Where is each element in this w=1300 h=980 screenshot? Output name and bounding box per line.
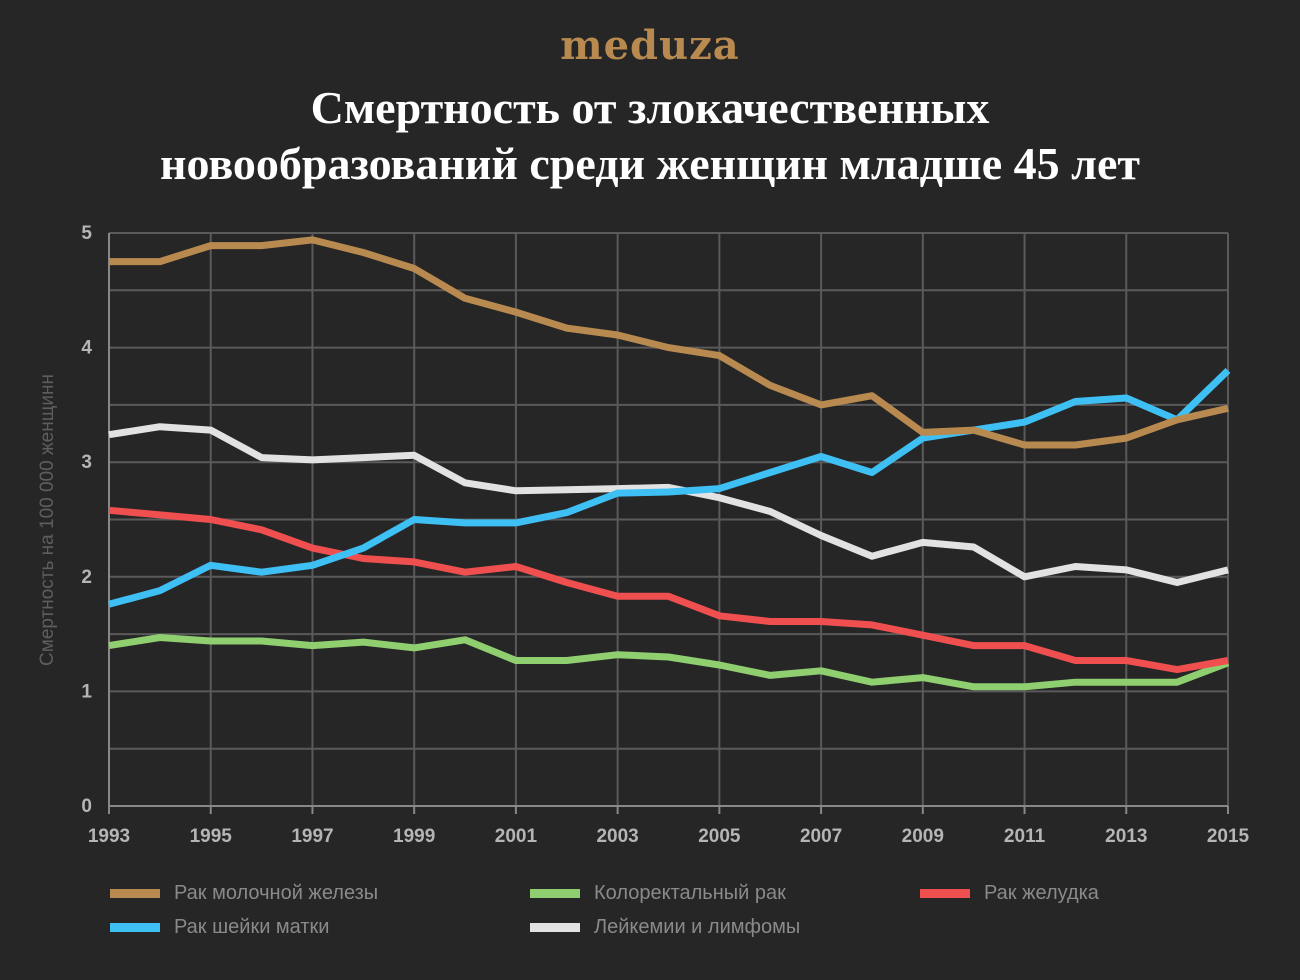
- y-tick-label: 2: [81, 567, 92, 588]
- x-tick-label: 2001: [495, 826, 538, 847]
- line-chart: 1993 1995 1997 1999 2001 2003 2005 2007 2009 2011…: [37, 223, 1250, 847]
- x-tick-label: 2007: [800, 826, 842, 847]
- y-tick-label: 4: [81, 338, 92, 359]
- legend-swatch: [110, 889, 160, 898]
- legend-item: Рак молочной железы: [110, 882, 378, 905]
- x-tick-label: 1999: [393, 826, 435, 847]
- legend-swatch: [530, 889, 580, 898]
- x-tick-label: 2015: [1207, 826, 1250, 847]
- y-axis-label: Смертность на 100 000 женщинн: [37, 374, 58, 666]
- axes: 1993 1995 1997 1999 2001 2003 2005 2007 2009 2011…: [81, 223, 1249, 847]
- title-line-2: новообразований среди женщин младше 45 л…: [160, 138, 1140, 189]
- legend-item: Колоректальный рак: [530, 882, 786, 905]
- x-tick-label: 1997: [291, 826, 333, 847]
- x-tick-label: 2009: [902, 826, 944, 847]
- x-tick-label: 1993: [88, 826, 130, 847]
- legend-label: Колоректальный рак: [594, 882, 786, 904]
- title-line-1: Смертность от злокачественных: [310, 82, 990, 133]
- legend-item: Рак шейки матки: [110, 916, 329, 939]
- chart-title: Смертность от злокачественных новообразо…: [0, 80, 1300, 192]
- y-tick-label: 3: [81, 452, 92, 473]
- legend-label: Рак шейки матки: [174, 916, 330, 938]
- y-tick-label: 0: [81, 796, 92, 817]
- x-tick-label: 2011: [1004, 826, 1046, 847]
- legend-swatch: [920, 889, 970, 898]
- legend-swatch: [530, 923, 580, 932]
- y-tick-label: 1: [81, 681, 92, 702]
- series-line-4: [108, 423, 1229, 586]
- legend-swatch: [110, 923, 160, 932]
- x-tick-label: 2013: [1105, 826, 1147, 847]
- series-line-2: [108, 506, 1229, 674]
- series-lines: [108, 236, 1231, 691]
- series-line-1: [108, 634, 1230, 691]
- series-line-3: [108, 367, 1231, 608]
- x-tick-label: 2005: [698, 826, 741, 847]
- legend-label: Рак молочной железы: [174, 882, 379, 904]
- x-tick-label: 2003: [596, 826, 638, 847]
- grid: [109, 232, 1229, 806]
- series-line-0: [109, 236, 1229, 449]
- legend-item: Рак желудка: [920, 882, 1099, 905]
- x-tick-label: 1995: [190, 826, 233, 847]
- legend-label: Рак желудка: [984, 882, 1099, 904]
- meduza-logo: meduza: [560, 22, 740, 69]
- legend-label: Лейкемии и лимфомы: [594, 916, 801, 938]
- y-tick-label: 5: [81, 223, 92, 244]
- legend-item: Лейкемии и лимфомы: [530, 916, 800, 939]
